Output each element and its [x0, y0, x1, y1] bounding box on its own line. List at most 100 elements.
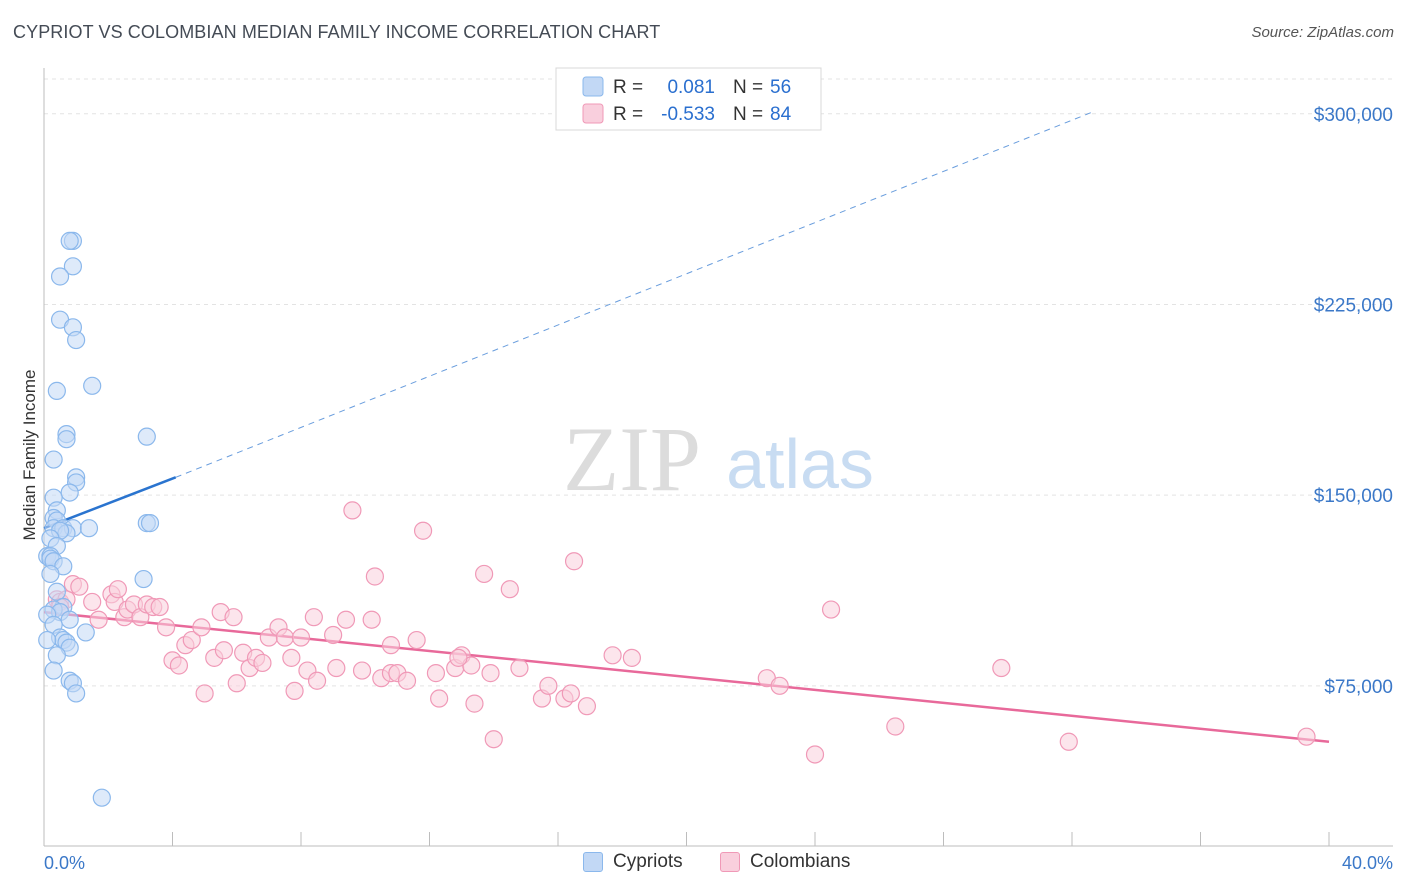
cypriot-point	[60, 231, 79, 250]
cypriot-point	[60, 610, 79, 629]
cypriot-point	[92, 788, 111, 807]
colombian-point	[324, 625, 343, 645]
legend-item-cypriots[interactable]: Cypriots	[583, 851, 683, 873]
cypriot-point	[44, 661, 63, 680]
colombian-point	[992, 658, 1011, 678]
colombian-point	[150, 597, 169, 617]
colombian-point	[182, 630, 201, 650]
colombian-point	[365, 567, 384, 586]
colombian-point	[397, 671, 417, 690]
colombian-point	[577, 697, 597, 716]
colombian-point	[465, 694, 484, 713]
legend-swatch-cypriots	[582, 76, 604, 97]
colombian-point	[413, 521, 433, 540]
y-tick-label: $225,000	[1314, 295, 1393, 316]
legend-label-colombians: Colombians	[750, 851, 851, 872]
legend-r-label-2: R =	[613, 104, 643, 125]
cypriot-point	[63, 257, 83, 276]
colombian-point	[214, 641, 233, 660]
cypriot-point	[57, 430, 76, 449]
cypriot-point	[67, 684, 86, 703]
x-tick-label-max: 40.0%	[1342, 853, 1393, 873]
colombian-point	[291, 628, 311, 647]
y-axis-label: Median Family Income	[20, 369, 39, 540]
colombian-point	[475, 564, 494, 584]
cypriot-point	[47, 381, 66, 400]
colombian-point	[108, 580, 127, 599]
cypriot-point	[41, 564, 60, 584]
colombian-point	[381, 636, 401, 655]
colombian-point	[481, 664, 500, 683]
colombian-point	[169, 656, 189, 675]
colombians-trend-line	[43, 610, 1330, 744]
colombian-point	[805, 745, 825, 764]
cypriot-point	[44, 450, 63, 469]
cypriot-point	[76, 623, 95, 642]
watermark-zip: ZIP	[563, 408, 701, 510]
colombian-point	[285, 681, 304, 701]
cypriots-swatch	[583, 852, 603, 872]
colombian-point	[282, 648, 301, 667]
colombian-point	[83, 592, 102, 612]
legend-n-value-2: 84	[770, 104, 792, 125]
colombian-point	[362, 610, 381, 629]
colombian-point	[407, 630, 426, 650]
cypriot-point	[83, 376, 102, 395]
series-legend: Cypriots Colombians	[0, 851, 1406, 879]
legend-swatch-colombians	[582, 103, 604, 124]
source-label: Source: ZipAtlas.com	[1251, 24, 1394, 41]
cypriot-point	[50, 267, 70, 286]
colombian-point	[622, 648, 641, 667]
cypriot-point	[67, 330, 86, 350]
legend-n-value-1: 56	[770, 77, 791, 98]
legend-r-value-2: -0.533	[661, 104, 715, 125]
y-tick-label: $150,000	[1314, 486, 1393, 507]
watermark: ZIP atlas	[563, 408, 874, 510]
colombian-point	[500, 580, 519, 599]
legend-n-label-2: N =	[733, 104, 763, 125]
colombian-point	[227, 674, 246, 693]
axis-ticks: $75,000 $150,000 $225,000 $300,000	[1314, 105, 1393, 698]
chart-title: CYPRIOT VS COLOMBIAN MEDIAN FAMILY INCOM…	[13, 22, 661, 42]
cypriot-point	[140, 514, 160, 533]
colombian-point	[195, 684, 214, 703]
data-points	[38, 231, 1316, 807]
colombian-point	[484, 730, 503, 749]
colombian-point	[539, 676, 558, 695]
colombian-point	[770, 676, 789, 695]
y-tick-label: $300,000	[1314, 105, 1393, 126]
colombian-point	[510, 658, 529, 678]
colombian-point	[70, 577, 89, 596]
colombian-point	[224, 608, 243, 627]
x-tick-label-min: 0.0%	[44, 853, 85, 873]
colombian-point	[304, 608, 323, 627]
colombian-point	[352, 661, 372, 680]
colombian-point	[1059, 732, 1078, 751]
cypriot-point	[137, 427, 156, 446]
colombian-point	[426, 664, 446, 683]
colombian-point	[253, 653, 272, 673]
colombian-point	[1297, 727, 1316, 746]
legend-n-label-1: N =	[733, 77, 763, 98]
legend-box: R = 0.081 N = 56 R = -0.533 N = 84	[555, 67, 822, 131]
colombian-point	[89, 610, 108, 629]
colombian-point	[564, 552, 584, 571]
legend-r-label-1: R =	[613, 77, 643, 98]
grid-lines	[44, 78, 1393, 687]
colombian-point	[821, 600, 841, 619]
colombian-point	[275, 628, 295, 647]
cypriot-point	[79, 519, 99, 538]
legend-item-colombians[interactable]: Colombians	[720, 851, 850, 873]
colombian-point	[430, 689, 449, 708]
colombian-point	[327, 658, 346, 678]
colombian-point	[336, 610, 356, 629]
cypriot-point	[60, 483, 79, 502]
colombian-point	[561, 684, 580, 703]
cypriot-point	[47, 646, 66, 665]
colombian-point	[449, 648, 468, 667]
y-tick-label: $75,000	[1324, 677, 1393, 698]
colombian-point	[156, 618, 176, 637]
cypriot-point	[134, 569, 153, 589]
cypriot-point	[38, 630, 57, 650]
